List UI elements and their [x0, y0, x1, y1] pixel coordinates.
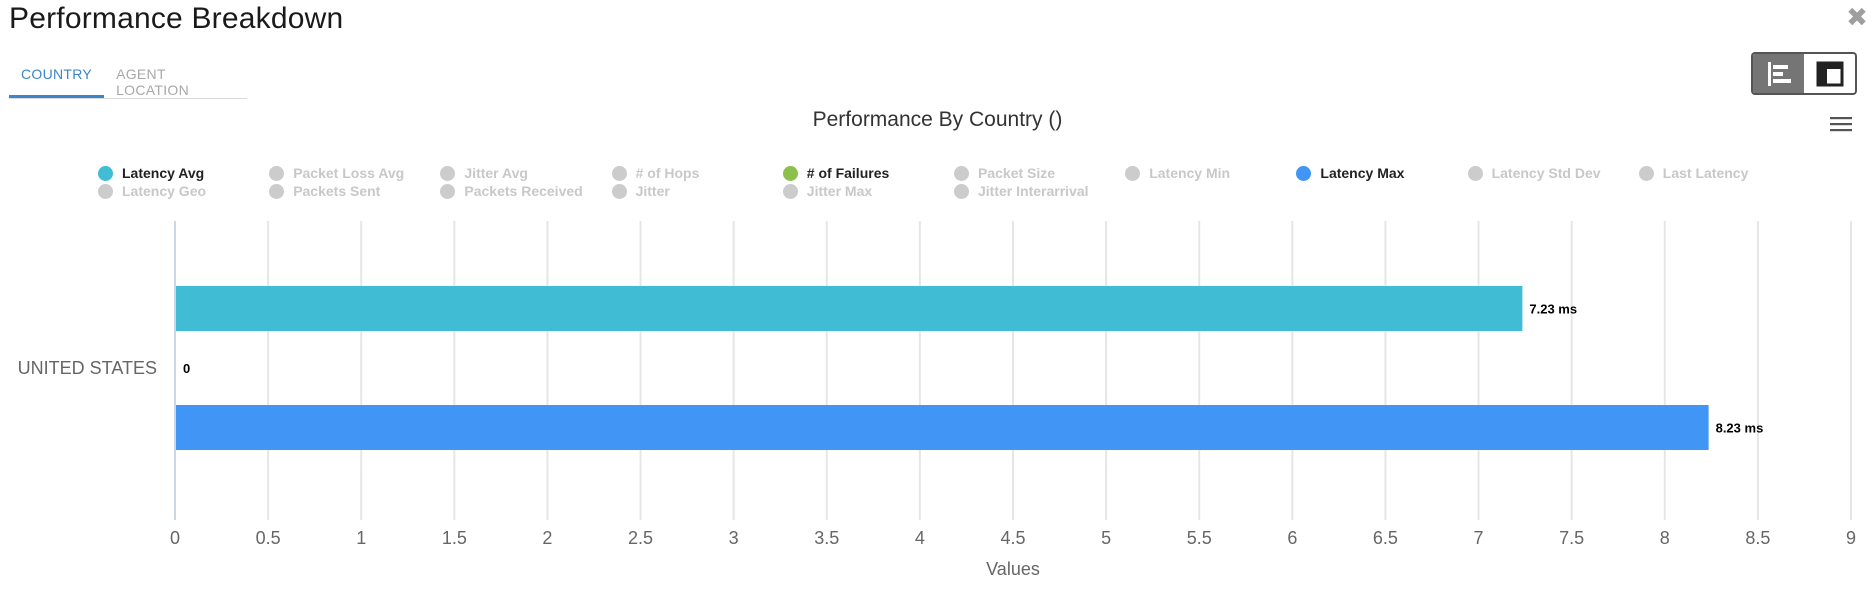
legend-marker	[98, 165, 113, 181]
legend-label: Latency Geo	[122, 183, 207, 199]
legend-marker	[611, 183, 627, 199]
legend-label: Jitter	[635, 183, 670, 199]
legend-label: Packet Size	[978, 165, 1056, 181]
page-title: Performance Breakdown	[9, 2, 344, 35]
category-label: UNITED STATES	[18, 358, 157, 378]
legend-label: Packets Sent	[293, 183, 381, 199]
chart-title: Performance By Country ()	[812, 108, 1063, 131]
legend-label: Latency Avg	[122, 165, 205, 181]
x-tick-label: 5.5	[1187, 528, 1212, 548]
legend-item-packet-loss-avg[interactable]: Packet Loss Avg	[269, 164, 404, 182]
legend-marker	[1467, 165, 1483, 181]
x-tick-label: 3	[729, 528, 739, 548]
legend-item-of-failures[interactable]: # of Failures	[782, 164, 890, 182]
x-tick-label: 9	[1846, 528, 1856, 548]
table-layout-icon	[1816, 61, 1843, 86]
legend-item-latency-max[interactable]: Latency Max	[1296, 164, 1404, 182]
legend-item-jitter[interactable]: Jitter	[611, 182, 670, 200]
legend-marker	[1125, 165, 1141, 181]
legend-marker	[269, 165, 285, 181]
legend-item-packet-size[interactable]: Packet Size	[954, 164, 1055, 182]
legend-marker	[954, 165, 969, 181]
legend-marker	[611, 165, 627, 181]
close-icon[interactable]: ✖	[1846, 2, 1868, 32]
x-tick-label: 7	[1474, 528, 1484, 548]
legend-item-latency-min[interactable]: Latency Min	[1125, 164, 1230, 182]
x-tick-label: 8.5	[1745, 528, 1770, 548]
x-tick-label: 1.5	[442, 528, 467, 548]
legend-label: Latency Max	[1320, 165, 1405, 181]
legend-label: # of Failures	[806, 165, 890, 181]
x-tick-label: 5	[1101, 528, 1111, 548]
bar-chart-view-button[interactable]	[1753, 54, 1804, 93]
legend-item-latency-avg[interactable]: Latency Avg	[98, 164, 204, 182]
x-tick-label: 4	[915, 528, 925, 548]
legend-item-latency-std-dev[interactable]: Latency Std Dev	[1467, 164, 1601, 182]
legend-item-jitter-avg[interactable]: Jitter Avg	[440, 164, 528, 182]
legend-marker	[782, 165, 798, 181]
legend-label: Latency Std Dev	[1491, 165, 1601, 181]
legend-marker	[440, 165, 456, 181]
legend-marker	[954, 183, 969, 199]
x-tick-label: 7.5	[1559, 528, 1584, 548]
legend-item-of-hops[interactable]: # of Hops	[611, 164, 700, 182]
tab-country[interactable]: COUNTRY	[9, 62, 105, 98]
legend-marker	[782, 183, 798, 199]
legend-marker	[269, 183, 285, 199]
legend-marker	[1296, 165, 1312, 181]
legend-label: Jitter Avg	[464, 165, 528, 181]
legend-item-latency-geo[interactable]: Latency Geo	[98, 182, 206, 200]
x-tick-label: 2	[542, 528, 552, 548]
legend-marker	[440, 183, 456, 199]
tab-bar: COUNTRY AGENT LOCATION	[9, 62, 247, 99]
legend-label: Packets Received	[464, 183, 583, 199]
x-tick-label: 6	[1287, 528, 1297, 548]
legend-label: Latency Min	[1149, 165, 1231, 181]
x-tick-label: 1	[356, 528, 366, 548]
legend-item-packets-sent[interactable]: Packets Sent	[269, 182, 380, 200]
legend-label: Last Latency	[1662, 165, 1749, 181]
legend-item-last-latency[interactable]: Last Latency	[1638, 164, 1749, 182]
legend-item-jitter-interarrival[interactable]: Jitter Interarrival	[954, 182, 1089, 200]
legend-marker	[1638, 165, 1654, 181]
view-toggle	[1751, 52, 1857, 95]
legend-label: Packet Loss Avg	[293, 165, 405, 181]
legend-item-jitter-max[interactable]: Jitter Max	[782, 182, 873, 200]
bar-chart-icon	[1767, 61, 1791, 86]
x-tick-label: 6.5	[1373, 528, 1398, 548]
x-tick-label: 0	[170, 528, 180, 548]
bar-latency-max	[176, 405, 1709, 450]
data-label: 7.23 ms	[1529, 302, 1577, 317]
legend-item-packets-received[interactable]: Packets Received	[440, 182, 583, 200]
table-layout-view-button[interactable]	[1804, 54, 1855, 93]
hamburger-menu-icon[interactable]	[1830, 115, 1852, 133]
data-label: 8.23 ms	[1716, 421, 1764, 436]
data-label: 0	[183, 361, 190, 376]
x-axis-title: Values	[986, 559, 1040, 579]
x-tick-label: 4.5	[1000, 528, 1025, 548]
legend-label: Jitter Interarrival	[978, 183, 1089, 199]
x-tick-label: 2.5	[628, 528, 653, 548]
legend-marker	[98, 183, 113, 199]
x-tick-label: 3.5	[814, 528, 839, 548]
bar-latency-avg	[176, 286, 1523, 331]
tab-agent-location[interactable]: AGENT LOCATION	[116, 66, 190, 98]
x-tick-label: 8	[1660, 528, 1670, 548]
legend-label: Jitter Max	[806, 183, 873, 199]
legend-label: # of Hops	[635, 165, 700, 181]
x-tick-label: 0.5	[256, 528, 281, 548]
